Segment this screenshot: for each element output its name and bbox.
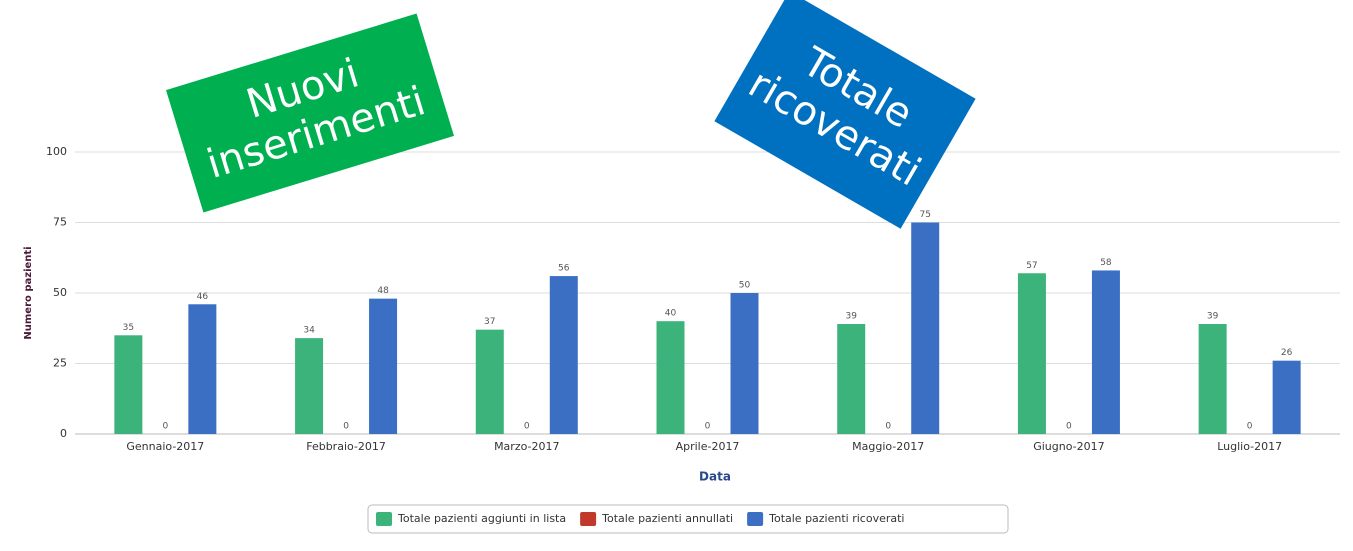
data-label: 0 — [162, 422, 168, 432]
y-tick-label: 75 — [53, 216, 67, 229]
data-label: 0 — [1247, 422, 1253, 432]
bar — [549, 276, 578, 434]
legend-label: Totale pazienti annullati — [601, 512, 733, 525]
y-tick-label: 0 — [60, 427, 67, 440]
data-label: 0 — [1066, 422, 1072, 432]
x-tick-label: Gennaio-2017 — [126, 440, 204, 453]
x-tick-label: Maggio-2017 — [852, 440, 924, 453]
data-label: 40 — [665, 309, 677, 319]
legend-box — [367, 504, 1009, 534]
y-tick-label: 100 — [46, 145, 67, 158]
data-label: 39 — [1207, 312, 1219, 322]
x-tick-label: Marzo-2017 — [494, 440, 559, 453]
x-tick-label: Luglio-2017 — [1217, 440, 1282, 453]
bar — [837, 324, 866, 434]
annotation-box — [714, 0, 976, 229]
bar — [295, 338, 324, 434]
y-tick-label: 50 — [53, 286, 67, 299]
data-label: 34 — [303, 326, 315, 336]
bar — [1272, 360, 1301, 434]
data-label: 50 — [739, 281, 751, 291]
annotation-box — [166, 13, 454, 213]
bar — [369, 298, 398, 434]
data-label: 0 — [524, 422, 530, 432]
data-label: 75 — [919, 210, 930, 220]
legend-label: Totale pazienti ricoverati — [768, 512, 904, 525]
bar — [1198, 324, 1227, 434]
data-label: 57 — [1026, 261, 1037, 271]
bar — [1091, 270, 1120, 434]
data-label: 48 — [377, 286, 389, 296]
data-label: 35 — [123, 323, 134, 333]
data-label: 37 — [484, 317, 495, 327]
bar — [1017, 273, 1046, 434]
data-label: 58 — [1100, 258, 1112, 268]
data-label: 0 — [885, 422, 891, 432]
bar — [475, 329, 504, 434]
bar — [730, 293, 759, 434]
data-label: 0 — [705, 422, 711, 432]
bar — [114, 335, 143, 434]
bar — [656, 321, 685, 434]
data-label: 46 — [197, 292, 209, 302]
y-tick-label: 25 — [53, 357, 67, 370]
legend-swatch — [747, 512, 764, 526]
legend-label: Totale pazienti aggiunti in lista — [397, 512, 566, 525]
x-axis-label: Data — [699, 470, 731, 484]
bar — [188, 304, 217, 434]
legend-swatch — [376, 512, 392, 526]
y-axis-label: Numero pazienti — [23, 246, 34, 339]
x-tick-label: Giugno-2017 — [1033, 440, 1104, 453]
x-tick-label: Febbraio-2017 — [306, 440, 386, 453]
data-label: 0 — [343, 422, 349, 432]
data-label: 56 — [558, 264, 570, 274]
data-label: 26 — [1281, 348, 1293, 358]
x-tick-label: Aprile-2017 — [676, 440, 740, 453]
data-label: 39 — [845, 312, 857, 322]
legend-swatch — [580, 512, 597, 526]
bar — [911, 222, 940, 434]
